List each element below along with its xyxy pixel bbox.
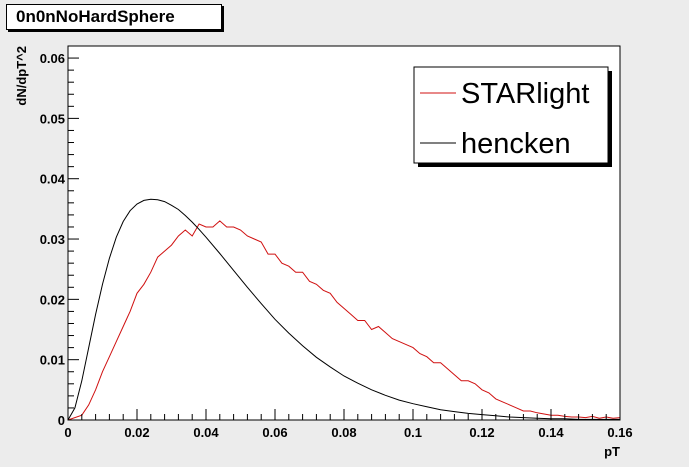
legend: STARlight hencken (413, 66, 612, 167)
chart-title: 0n0nNoHardSphere (16, 7, 175, 26)
x-tick-label: 0.14 (538, 425, 564, 440)
y-tick-label: 0.03 (40, 232, 65, 247)
x-tick-label: 0.16 (607, 425, 632, 440)
x-tick-label: 0.1 (404, 425, 422, 440)
series-line-hencken (67, 198, 620, 421)
x-tick-label: 0.02 (124, 425, 149, 440)
x-tick-label: 0.04 (193, 425, 219, 440)
y-tick-label: 0.01 (40, 353, 65, 368)
x-tick-label: 0.12 (469, 425, 494, 440)
legend-box (413, 66, 609, 164)
x-tick-label: 0.06 (262, 425, 287, 440)
y-tick-label: 0.06 (40, 51, 65, 66)
legend-label-hencken: hencken (461, 128, 571, 160)
x-tick-label: 0.08 (331, 425, 356, 440)
y-axis-title: dN/dpT^2 (14, 46, 29, 106)
y-tick-label: 0.05 (40, 111, 65, 126)
axes-layer: 0 0.02 0.04 0.06 0.08 0.1 0.12 0.14 0.16 0 0.01 0.0… (40, 45, 633, 440)
legend-label-starlight: STARlight (461, 78, 589, 110)
y-tick-label: 0.02 (40, 292, 65, 307)
x-axis-title: pT (604, 444, 620, 459)
series-layer (67, 198, 621, 421)
series-line-starlight (67, 220, 621, 421)
y-tick-label: 0 (58, 413, 65, 428)
y-tick-label: 0.04 (40, 172, 66, 187)
x-tick-label: 0 (64, 425, 71, 440)
chart-title-box: 0n0nNoHardSphere (6, 4, 222, 30)
